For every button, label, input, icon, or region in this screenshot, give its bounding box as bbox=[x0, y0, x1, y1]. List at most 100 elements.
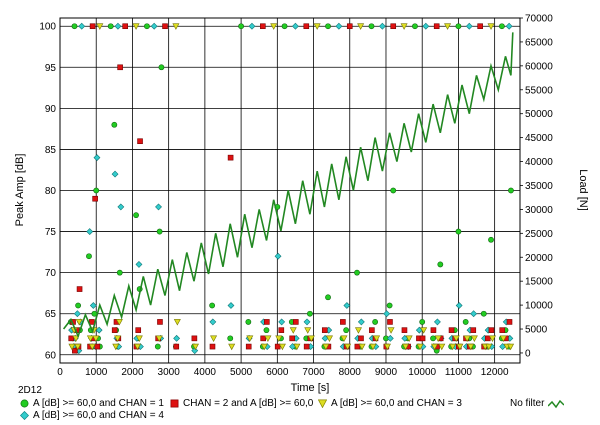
x-tick-label: 10000 bbox=[408, 367, 436, 378]
data-point-square bbox=[76, 286, 83, 292]
data-point-circle bbox=[86, 253, 92, 260]
data-point-diamond bbox=[86, 228, 94, 235]
data-point-square bbox=[135, 327, 142, 333]
data-point-diamond bbox=[455, 302, 463, 309]
data-point-square bbox=[274, 343, 281, 350]
x-tick-label: 5000 bbox=[230, 367, 253, 378]
data-point-triangle-down bbox=[246, 335, 254, 342]
data-point-square bbox=[117, 64, 123, 71]
data-point-circle bbox=[227, 335, 234, 342]
data-point-triangle-down bbox=[68, 343, 76, 351]
data-point-square bbox=[477, 23, 483, 30]
data-point-square bbox=[260, 23, 266, 30]
load-line bbox=[62, 32, 514, 339]
data-point-triangle-down bbox=[264, 335, 272, 342]
data-point-circle bbox=[158, 64, 165, 71]
data-point-diamond bbox=[191, 347, 199, 355]
legend-item-nofilter: No filter bbox=[510, 398, 565, 409]
x-tick-labels: 0 1000 2000 3000 4000 5000 6000 7000 8000 9000 100… bbox=[57, 367, 509, 378]
data-point-square bbox=[292, 319, 299, 325]
legend-title: 2D12 bbox=[18, 385, 42, 396]
data-point-triangle-down bbox=[92, 335, 100, 342]
y2-tick-label: 50000 bbox=[525, 109, 553, 120]
data-point-square bbox=[390, 23, 397, 30]
data-point-circle bbox=[368, 23, 375, 30]
data-point-triangle-down bbox=[191, 343, 199, 351]
data-point-triangle-down bbox=[467, 343, 475, 351]
y2-tick-labels: 0 5000 10000 15000 20000 25000 30000 35000 40000… bbox=[520, 14, 553, 359]
data-point-triangle-down bbox=[88, 343, 96, 351]
x-tick-label: 6000 bbox=[266, 367, 289, 378]
data-point-circle bbox=[263, 327, 270, 334]
data-point-triangle-down bbox=[270, 23, 278, 30]
data-point-circle bbox=[488, 236, 494, 243]
data-point-circle bbox=[354, 269, 360, 276]
data-point-square bbox=[191, 335, 198, 342]
data-point-circle bbox=[71, 23, 78, 30]
legend-title-text: 2D12 bbox=[18, 385, 42, 396]
data-point-triangle-down bbox=[387, 327, 395, 334]
data-point-triangle-down bbox=[173, 319, 181, 326]
data-point-triangle-down bbox=[275, 335, 283, 342]
data-point-diamond bbox=[114, 22, 122, 30]
data-point-circle bbox=[390, 187, 397, 194]
data-point-diamond bbox=[227, 302, 235, 309]
data-point-circle bbox=[343, 327, 350, 334]
data-point-diamond bbox=[150, 22, 158, 30]
data-point-diamond bbox=[117, 203, 125, 211]
data-point-triangle-down bbox=[72, 335, 80, 342]
data-point-square bbox=[433, 23, 440, 30]
data-point-triangle-down bbox=[438, 343, 446, 351]
data-point-circle bbox=[325, 23, 331, 30]
x-tick-label: 11000 bbox=[445, 367, 473, 378]
data-point-diamond bbox=[95, 326, 103, 334]
legend-label-chan3: A [dB] >= 60,0 and CHAN = 3 bbox=[331, 398, 462, 409]
data-point-square bbox=[162, 23, 168, 30]
data-point-triangle-down bbox=[358, 343, 366, 351]
data-point-triangle-down bbox=[463, 335, 471, 342]
data-point-diamond bbox=[470, 310, 478, 318]
data-point-circle bbox=[209, 302, 216, 309]
data-point-circle bbox=[156, 228, 163, 235]
yellow-triangle-icon bbox=[318, 399, 327, 408]
y2-tick-label: 70000 bbox=[525, 14, 553, 25]
data-point-triangle-down bbox=[135, 335, 143, 342]
data-point-triangle-down bbox=[369, 343, 377, 351]
data-point-square bbox=[419, 335, 426, 342]
data-point-triangle-down bbox=[405, 335, 413, 342]
data-point-diamond bbox=[209, 318, 217, 326]
data-point-triangle-down bbox=[420, 327, 428, 334]
data-point-triangle-down bbox=[134, 343, 142, 351]
data-point-triangle-down bbox=[499, 335, 507, 342]
data-point-triangle-down bbox=[431, 343, 439, 351]
data-point-triangle-down bbox=[444, 23, 452, 30]
data-point-diamond bbox=[386, 334, 394, 342]
data-point-circle bbox=[508, 187, 514, 194]
data-point-square bbox=[448, 327, 455, 333]
data-point-circle bbox=[437, 261, 444, 268]
data-point-circle bbox=[480, 310, 487, 317]
data-point-diamond bbox=[93, 154, 101, 162]
data-point-triangle-down bbox=[322, 343, 330, 351]
red-square-icon bbox=[170, 399, 179, 408]
legend-item-chan1: A [dB] >= 60,0 and CHAN = 1 bbox=[20, 398, 164, 409]
data-point-square bbox=[137, 138, 143, 145]
data-point-triangle-down bbox=[304, 327, 312, 334]
y-tick-labels: 60 65 70 75 80 85 90 95 100 bbox=[39, 22, 56, 362]
data-point-triangle-down bbox=[155, 335, 163, 342]
data-point-triangle-down bbox=[313, 23, 321, 30]
data-point-square bbox=[340, 319, 346, 325]
data-point-square bbox=[173, 343, 180, 350]
data-point-square bbox=[506, 319, 513, 325]
data-point-circle bbox=[419, 319, 426, 325]
data-point-square bbox=[499, 327, 506, 333]
legend: 2D12 A [dB] >= 60,0 and CHAN = 1 A [dB] … bbox=[0, 385, 600, 425]
y-tick-label: 65 bbox=[45, 309, 57, 320]
legend-item-chan2: CHAN = 2 and A [dB] >= 60,0 bbox=[170, 398, 313, 409]
data-point-triangle-down bbox=[132, 23, 140, 30]
data-point-square bbox=[484, 335, 491, 342]
data-point-square bbox=[122, 23, 128, 30]
data-point-circle bbox=[111, 121, 118, 128]
data-point-triangle-down bbox=[485, 343, 493, 351]
data-point-triangle-down bbox=[373, 335, 381, 342]
